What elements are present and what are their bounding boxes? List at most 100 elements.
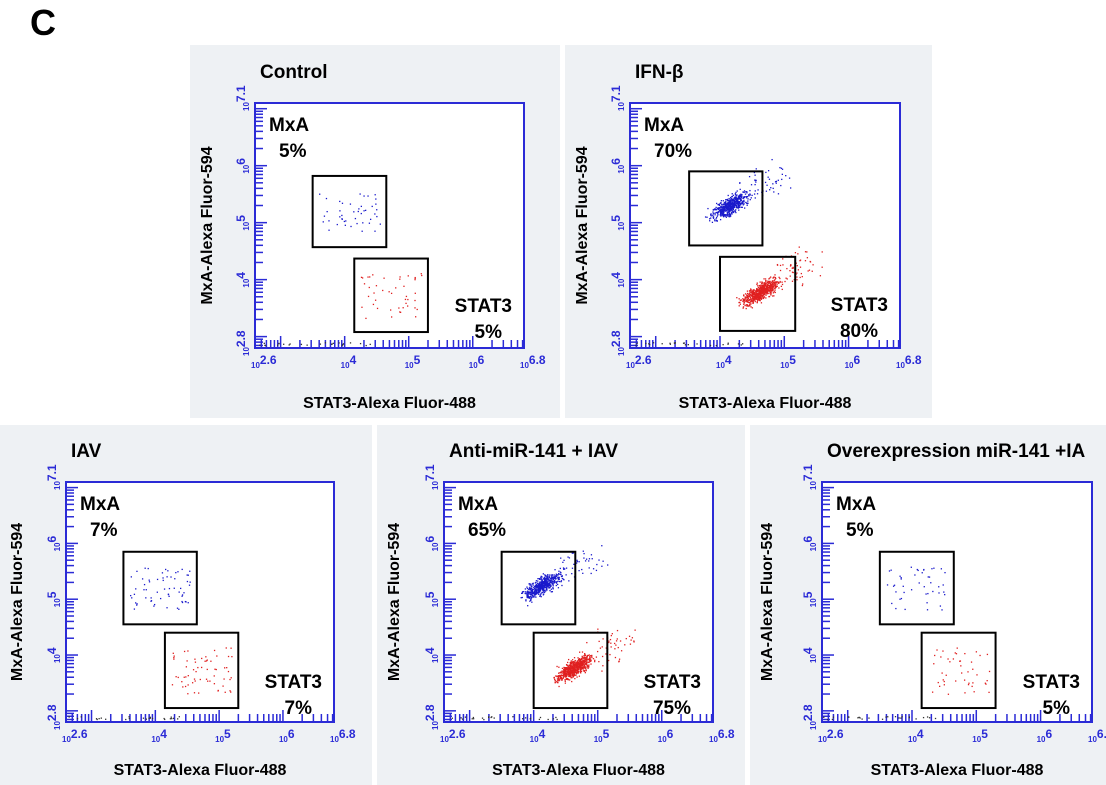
event-dot [521, 591, 524, 593]
y-tick-label: 107.1 [45, 464, 62, 490]
event-dot [975, 651, 978, 653]
event-dot [762, 297, 764, 299]
event-dot [552, 578, 554, 581]
event-dot [756, 288, 758, 290]
event-dot [576, 672, 578, 675]
event-dot [918, 582, 920, 584]
y-tick-label: 105 [45, 591, 62, 607]
event-dot [148, 581, 151, 583]
event-dot [538, 587, 541, 589]
event-dot [674, 342, 676, 344]
event-dot [210, 660, 212, 662]
event-dot [933, 567, 935, 569]
event-dot [597, 628, 599, 630]
event-dot [559, 571, 562, 573]
event-dot [749, 193, 751, 195]
event-dot [771, 286, 774, 288]
event-dot [536, 589, 538, 591]
event-dot [756, 296, 758, 299]
event-dot [774, 289, 776, 291]
event-dot [652, 342, 655, 344]
event-dot [779, 277, 781, 280]
event-dot [529, 596, 531, 599]
event-dot [529, 584, 531, 586]
x-tick-label: 106.8 [896, 353, 922, 370]
event-dot [555, 573, 557, 575]
event-dot [751, 300, 754, 303]
tick-base: 10 [617, 221, 626, 230]
event-dot [781, 178, 783, 181]
event-dot [752, 299, 754, 301]
event-dot [559, 567, 561, 570]
event-dot [895, 607, 897, 610]
event-dot [748, 175, 751, 178]
event-dot [534, 587, 536, 590]
event-dot [580, 660, 582, 663]
event-dot [546, 576, 548, 578]
event-dot [549, 582, 551, 584]
event-dot [964, 652, 966, 655]
event-dot [573, 670, 575, 673]
event-dot [578, 668, 580, 670]
event-dot [533, 590, 535, 593]
tick-base: 10 [431, 721, 440, 730]
tick-base: 10 [341, 361, 350, 370]
event-dot [772, 295, 774, 297]
event-dot [780, 184, 782, 187]
event-dot [754, 183, 756, 186]
event-dot [748, 295, 751, 298]
event-dot [762, 288, 765, 290]
event-dot [765, 284, 767, 286]
event-dot [945, 674, 947, 676]
event-dot [742, 197, 744, 199]
tick-exp: 2.8 [609, 330, 623, 347]
event-dot [582, 661, 585, 663]
event-dot [723, 202, 726, 204]
event-dot [343, 220, 346, 223]
event-dot [557, 676, 560, 678]
event-dot [737, 201, 739, 204]
event-dot [546, 586, 548, 588]
event-dot [737, 206, 740, 208]
y-tick-label: 106 [45, 535, 62, 551]
event-dot [574, 672, 576, 674]
event-dot [757, 289, 759, 292]
event-dot [772, 292, 775, 294]
event-dot [204, 660, 206, 662]
event-dot [740, 199, 743, 202]
event-dot [732, 207, 735, 209]
x-tick-label: 106 [845, 353, 861, 370]
event-dot [728, 200, 730, 202]
event-dot [804, 251, 807, 253]
event-dot [624, 644, 626, 646]
event-dot [731, 213, 733, 215]
event-dot [761, 286, 763, 288]
event-dot [538, 588, 541, 590]
event-dot [552, 585, 554, 587]
y-tick-label: 106 [234, 158, 251, 174]
event-dot [771, 287, 773, 289]
event-dot [736, 297, 738, 299]
event-dot [942, 584, 944, 586]
event-dot [734, 196, 736, 198]
gate-percent: 80% [840, 321, 878, 342]
event-dot [742, 298, 744, 300]
event-dot [721, 206, 724, 208]
event-dot [568, 668, 570, 671]
y-tick-label: 105 [801, 591, 818, 607]
tick-exp: 6 [234, 158, 248, 165]
event-dot [765, 286, 767, 288]
event-dot [602, 560, 604, 562]
tick-exp: 2.6 [71, 727, 88, 741]
event-dot [758, 295, 761, 297]
event-dot [599, 647, 602, 649]
event-dot [572, 664, 575, 667]
event-dot [777, 281, 779, 283]
event-dot [586, 641, 588, 644]
event-dot [608, 641, 610, 644]
event-dot [788, 177, 791, 179]
event-dot [583, 557, 585, 559]
event-dot [881, 718, 884, 720]
event-dot [722, 207, 725, 209]
event-dot [80, 716, 82, 718]
